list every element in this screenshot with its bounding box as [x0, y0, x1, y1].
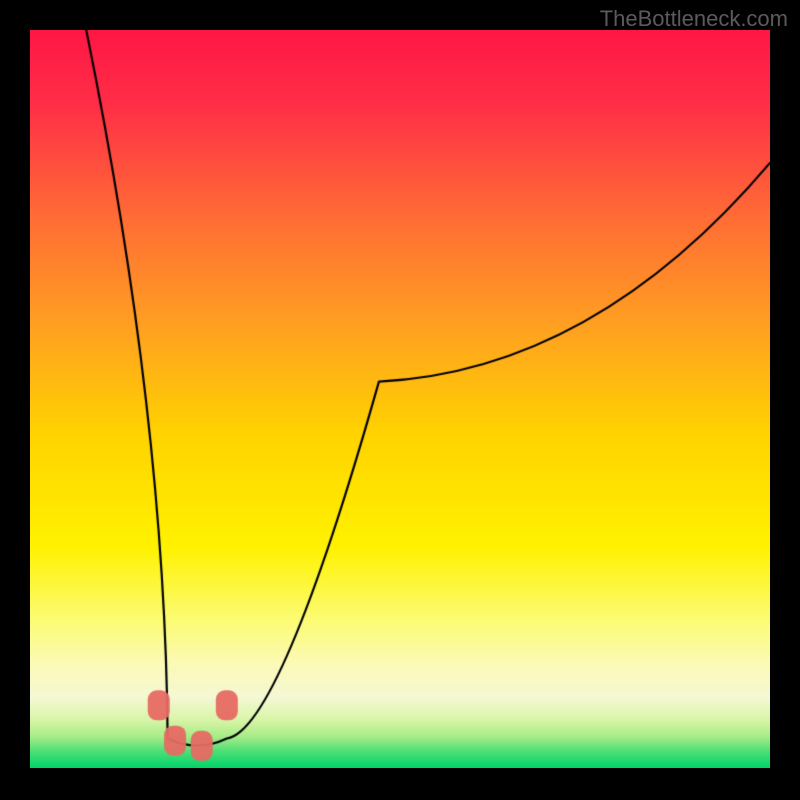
- plot-area: [30, 30, 770, 768]
- watermark-text: TheBottleneck.com: [600, 6, 788, 32]
- bottleneck-curve: [30, 30, 770, 768]
